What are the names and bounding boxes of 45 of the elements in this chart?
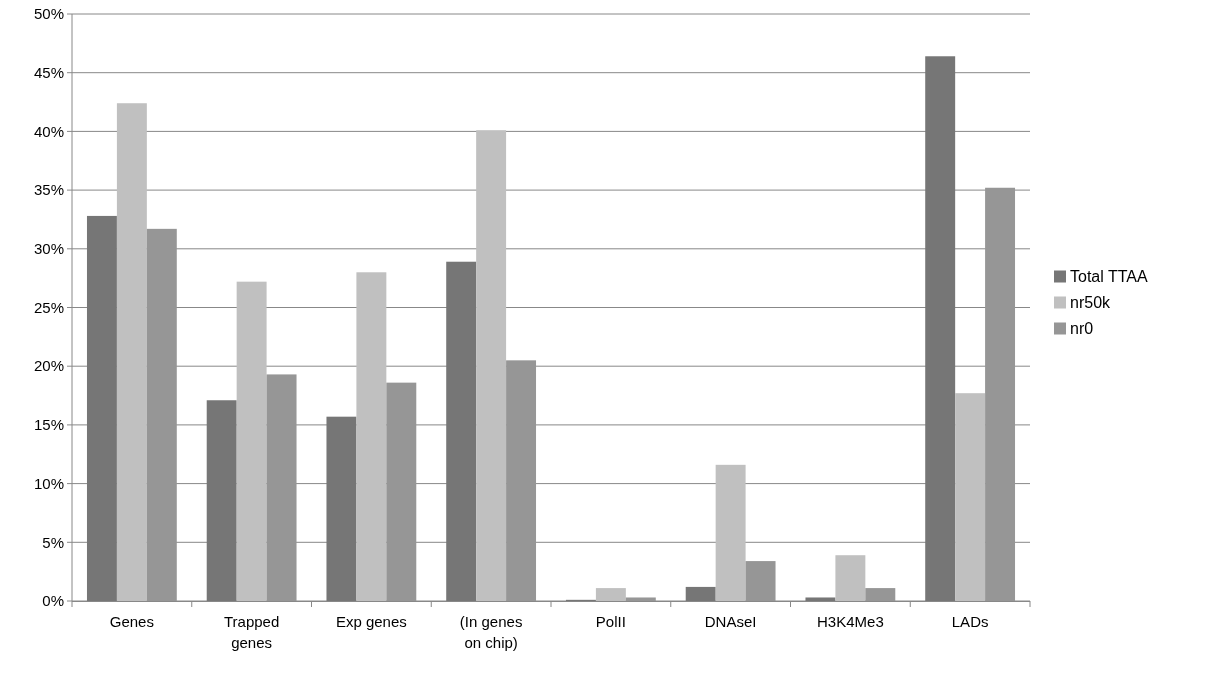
bar (356, 272, 387, 601)
y-tick-label: 15% (33, 416, 64, 434)
y-tick-label: 5% (42, 533, 64, 551)
y-tick-label: 35% (33, 181, 64, 199)
y-tick-label: 10% (33, 474, 64, 492)
bar (715, 464, 746, 601)
bar (476, 130, 507, 601)
bar (206, 400, 237, 601)
x-tick-label: (In genes on chip) (459, 613, 523, 651)
bar (805, 597, 836, 601)
bar (595, 588, 626, 601)
bar (506, 360, 537, 601)
bar (326, 416, 357, 601)
bar (146, 228, 177, 601)
y-tick-label: 45% (33, 63, 64, 81)
y-tick-label: 50% (33, 5, 64, 23)
y-tick-label: 25% (33, 298, 64, 316)
legend-label: Total TTAA (1070, 268, 1148, 286)
x-tick-label: Trapped genes (223, 613, 280, 651)
bar (925, 56, 956, 601)
bar (625, 597, 656, 601)
bar (86, 215, 117, 601)
legend-label: nr0 (1070, 320, 1094, 338)
bar (865, 588, 896, 601)
x-tick-label: H3K4Me3 (817, 613, 884, 630)
bar (446, 261, 477, 601)
y-tick-label: 30% (33, 240, 64, 258)
bar (985, 187, 1016, 601)
bar (835, 555, 866, 601)
legend-label: nr50k (1070, 294, 1112, 312)
x-tick-label: Genes (109, 613, 154, 630)
x-tick-label: Exp genes (335, 613, 407, 630)
y-tick-label: 40% (33, 122, 64, 140)
y-tick-label: 20% (33, 357, 64, 375)
bar (116, 103, 147, 601)
x-tick-label: PolII (595, 613, 626, 630)
bar (955, 393, 986, 601)
bar (386, 382, 417, 601)
y-tick-label: 0% (42, 592, 64, 610)
bar (236, 281, 267, 601)
bar (745, 561, 776, 601)
x-tick-label: DNAseI (704, 613, 757, 630)
bar (266, 374, 297, 601)
x-tick-label: LADs (951, 613, 989, 630)
bar (685, 586, 716, 601)
